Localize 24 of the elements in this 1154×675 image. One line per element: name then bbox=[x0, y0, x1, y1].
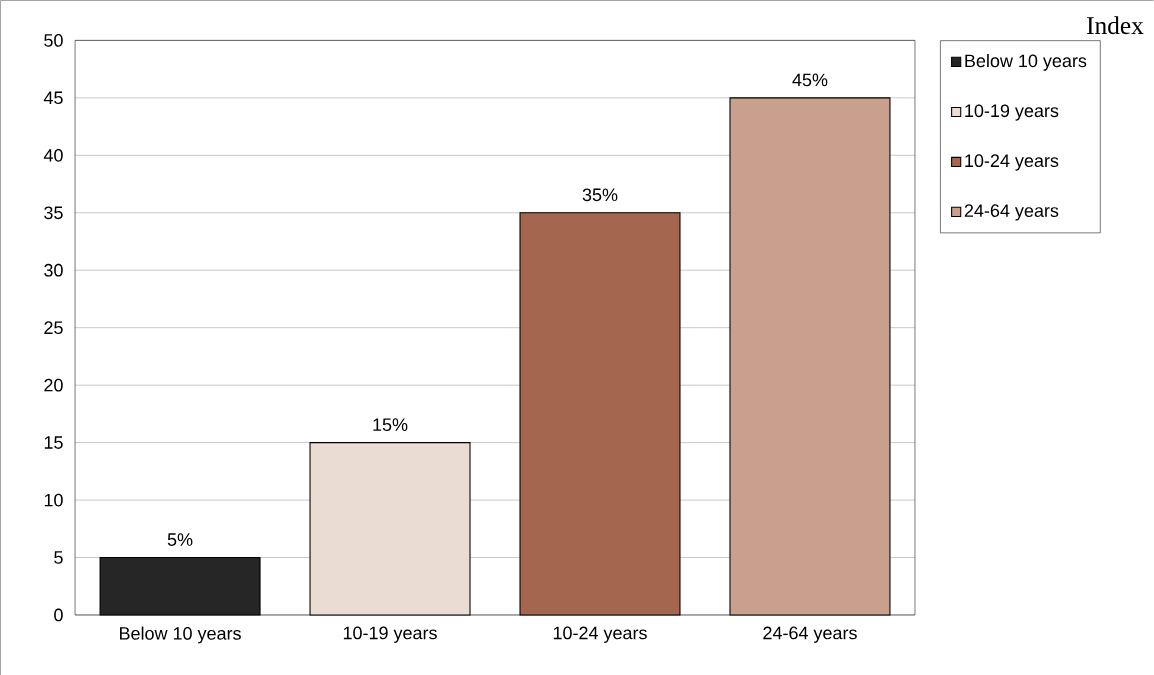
y-tick-label: 15 bbox=[44, 436, 63, 449]
legend-title: Index bbox=[1087, 16, 1144, 34]
y-tick-label: 10 bbox=[44, 493, 63, 507]
y-tick-label: 40 bbox=[43, 148, 63, 162]
y-tick-label: 35 bbox=[44, 206, 63, 219]
data-label: 15% bbox=[373, 418, 408, 431]
data-label: 45% bbox=[792, 73, 828, 87]
x-tick-label: Below 10 years bbox=[120, 626, 241, 644]
y-tick-label: 25 bbox=[44, 321, 63, 334]
x-tick-label: 10-24 years bbox=[553, 626, 647, 643]
legend-label: 10-24 years bbox=[965, 154, 1059, 171]
y-tick-label: 50 bbox=[44, 33, 63, 47]
legend-label: Below 10 years bbox=[965, 53, 1087, 71]
y-tick-label: 20 bbox=[44, 378, 63, 392]
y-tick-label: 0 bbox=[54, 608, 63, 622]
x-tick-label: 24-64 years bbox=[763, 626, 857, 643]
legend-label: 10-19 years bbox=[965, 104, 1059, 121]
y-tick-label: 5 bbox=[54, 551, 63, 564]
x-tick-label: 10-19 years bbox=[343, 626, 437, 643]
y-tick-label: 30 bbox=[44, 263, 63, 277]
data-label: 5% bbox=[167, 533, 193, 546]
data-label: 35% bbox=[582, 188, 618, 201]
y-tick-label: 45 bbox=[43, 91, 63, 104]
legend-label: 24-64 years bbox=[964, 204, 1059, 221]
